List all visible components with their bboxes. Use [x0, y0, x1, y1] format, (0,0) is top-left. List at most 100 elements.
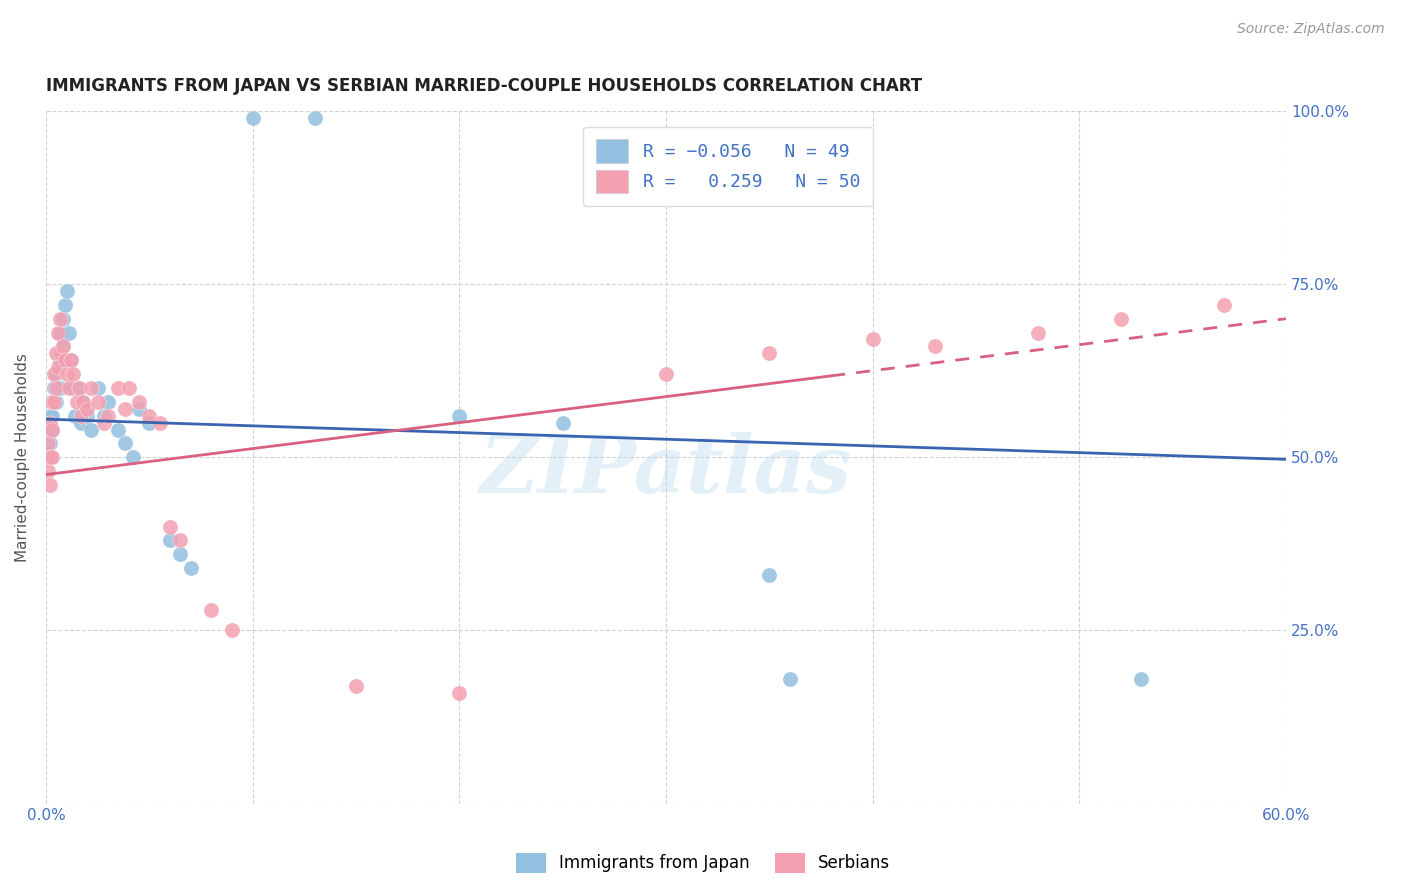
Point — [159, 533, 181, 548]
Point — [169, 547, 191, 561]
Point — [449, 409, 471, 423]
Point — [66, 394, 89, 409]
Point — [121, 450, 143, 465]
Point — [449, 686, 471, 700]
Point — [180, 561, 202, 575]
Point — [51, 311, 73, 326]
Point — [37, 464, 59, 478]
Point — [138, 416, 160, 430]
Point — [86, 394, 108, 409]
Point — [67, 381, 90, 395]
Point — [128, 394, 150, 409]
Point — [107, 381, 129, 395]
Point — [200, 602, 222, 616]
Point — [51, 339, 73, 353]
Point — [48, 326, 70, 340]
Point — [97, 394, 120, 409]
Point — [242, 111, 264, 125]
Text: IMMIGRANTS FROM JAPAN VS SERBIAN MARRIED-COUPLE HOUSEHOLDS CORRELATION CHART: IMMIGRANTS FROM JAPAN VS SERBIAN MARRIED… — [46, 78, 922, 95]
Point — [655, 367, 678, 381]
Point — [49, 381, 72, 395]
Point — [159, 519, 181, 533]
Point — [86, 381, 108, 395]
Point — [37, 423, 59, 437]
Point — [80, 423, 103, 437]
Point — [1026, 326, 1049, 340]
Point — [758, 346, 780, 360]
Point — [59, 353, 82, 368]
Point — [48, 381, 70, 395]
Point — [1109, 311, 1132, 326]
Point — [221, 624, 243, 638]
Point — [48, 360, 70, 375]
Point — [49, 353, 72, 368]
Point — [44, 367, 66, 381]
Legend: R = −0.056   N = 49, R =   0.259   N = 50: R = −0.056 N = 49, R = 0.259 N = 50 — [583, 127, 873, 206]
Point — [39, 450, 62, 465]
Point — [39, 436, 62, 450]
Point — [149, 416, 172, 430]
Point — [72, 394, 94, 409]
Point — [93, 409, 115, 423]
Point — [53, 353, 76, 368]
Point — [37, 436, 59, 450]
Point — [758, 568, 780, 582]
Point — [49, 326, 72, 340]
Point — [76, 409, 98, 423]
Point — [72, 394, 94, 409]
Point — [41, 409, 63, 423]
Point — [37, 450, 59, 465]
Point — [49, 311, 72, 326]
Point — [45, 394, 67, 409]
Point — [58, 381, 80, 395]
Point — [48, 346, 70, 360]
Point — [39, 409, 62, 423]
Y-axis label: Married-couple Households: Married-couple Households — [15, 353, 30, 562]
Point — [128, 401, 150, 416]
Point — [59, 353, 82, 368]
Point — [44, 381, 66, 395]
Point — [1213, 298, 1236, 312]
Point — [39, 423, 62, 437]
Legend: Immigrants from Japan, Serbians: Immigrants from Japan, Serbians — [509, 847, 897, 880]
Point — [862, 333, 884, 347]
Point — [169, 533, 191, 548]
Point — [45, 367, 67, 381]
Point — [49, 346, 72, 360]
Point — [107, 423, 129, 437]
Point — [44, 394, 66, 409]
Point — [76, 401, 98, 416]
Point — [779, 672, 801, 686]
Point — [97, 409, 120, 423]
Point — [70, 416, 93, 430]
Point — [41, 394, 63, 409]
Point — [39, 478, 62, 492]
Point — [58, 326, 80, 340]
Point — [70, 409, 93, 423]
Point — [44, 394, 66, 409]
Point — [924, 339, 946, 353]
Point — [62, 381, 84, 395]
Point — [138, 409, 160, 423]
Point — [63, 409, 86, 423]
Point — [41, 394, 63, 409]
Point — [114, 436, 136, 450]
Text: ZIPatlas: ZIPatlas — [479, 433, 852, 510]
Point — [117, 381, 139, 395]
Point — [93, 416, 115, 430]
Point — [344, 679, 367, 693]
Point — [45, 346, 67, 360]
Point — [62, 367, 84, 381]
Point — [114, 401, 136, 416]
Point — [41, 423, 63, 437]
Point — [53, 298, 76, 312]
Point — [51, 339, 73, 353]
Point — [55, 284, 77, 298]
Point — [1130, 672, 1153, 686]
Point — [304, 111, 326, 125]
Point — [37, 436, 59, 450]
Point — [80, 381, 103, 395]
Text: Source: ZipAtlas.com: Source: ZipAtlas.com — [1237, 22, 1385, 37]
Point — [45, 381, 67, 395]
Point — [55, 367, 77, 381]
